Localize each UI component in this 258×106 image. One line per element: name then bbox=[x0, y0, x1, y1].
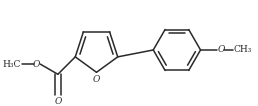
Text: O: O bbox=[32, 60, 39, 69]
Text: O: O bbox=[93, 75, 100, 84]
Text: CH₃: CH₃ bbox=[233, 45, 252, 54]
Text: O: O bbox=[54, 97, 62, 106]
Text: H₃C: H₃C bbox=[3, 60, 21, 69]
Text: O: O bbox=[217, 45, 225, 54]
